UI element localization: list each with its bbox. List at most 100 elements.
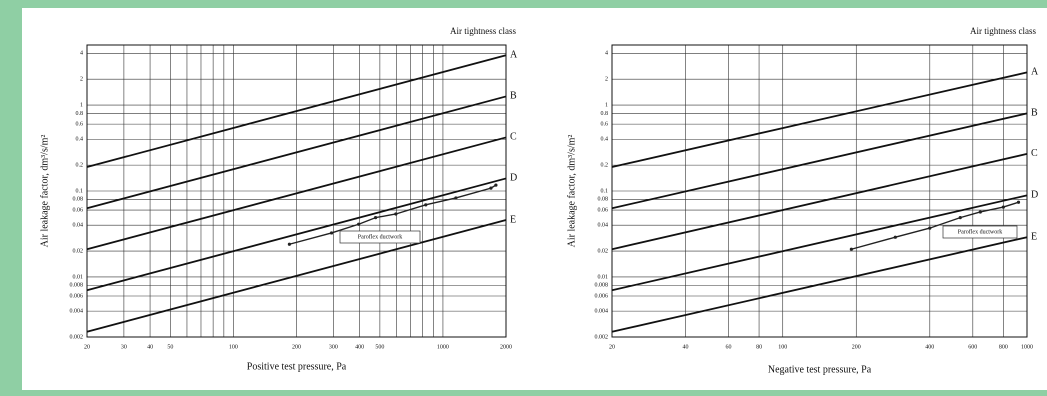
legend-box xyxy=(942,225,1018,239)
y-axis-label: Air leakage factor, dm³/s/m² xyxy=(566,135,577,248)
data-point xyxy=(373,216,378,220)
y-tick-label: 0.01 xyxy=(598,274,609,280)
y-tick-label: 0.004 xyxy=(70,309,84,315)
x-tick-label: 200 xyxy=(292,344,301,350)
x-tick-label: 50 xyxy=(167,344,173,350)
data-point xyxy=(489,186,493,190)
y-tick-label: 0.002 xyxy=(595,334,609,340)
y-tick-label: 2 xyxy=(605,77,608,83)
x-tick-label: 60 xyxy=(726,344,732,350)
y-tick-label: 0.008 xyxy=(595,283,609,289)
y-tick-label: 0.006 xyxy=(595,293,609,299)
series-line xyxy=(86,95,507,210)
series-line xyxy=(86,136,507,251)
x-tick-label: 40 xyxy=(147,344,153,350)
y-tick-label: 0.06 xyxy=(73,207,84,213)
x-tick-label: 1000 xyxy=(1021,344,1033,350)
class-label: A xyxy=(1031,67,1039,78)
x-tick-label: 20 xyxy=(609,344,615,350)
data-point xyxy=(287,242,292,246)
data-point xyxy=(849,247,853,251)
x-tick-label: 800 xyxy=(999,344,1008,350)
series-line xyxy=(611,194,1028,292)
data-point xyxy=(424,203,428,207)
series-line xyxy=(611,153,1028,251)
series-line xyxy=(611,71,1028,168)
y-tick-label: 0.1 xyxy=(601,188,609,194)
x-tick-label: 80 xyxy=(756,344,762,350)
data-point xyxy=(958,216,962,220)
x-tick-label: 400 xyxy=(925,344,934,350)
x-axis-label: Negative test pressure, Pa xyxy=(768,364,872,375)
data-point xyxy=(928,226,932,230)
y-tick-label: 0.4 xyxy=(601,137,609,143)
plot-frame xyxy=(611,44,1028,338)
y-tick-label: 0.6 xyxy=(601,122,609,128)
data-point xyxy=(329,231,334,235)
y-tick-label: 0.1 xyxy=(76,188,84,194)
y-tick-label: 0.08 xyxy=(73,197,84,203)
series-line xyxy=(611,112,1028,210)
data-point xyxy=(357,222,361,226)
y-tick-label: 1 xyxy=(605,102,608,108)
x-tick-label: 100 xyxy=(778,344,787,350)
legend-label: Paroflex ductwork xyxy=(958,228,1003,235)
x-axis-label: Positive test pressure, Pa xyxy=(247,361,347,372)
plot-frame xyxy=(86,44,507,338)
class-label: B xyxy=(1031,108,1038,119)
x-tick-label: 600 xyxy=(968,344,977,350)
y-tick-label: 0.2 xyxy=(601,163,609,169)
class-label: A xyxy=(510,50,518,61)
series-line xyxy=(86,54,507,168)
y-tick-label: 0.01 xyxy=(73,274,84,280)
x-tick-label: 200 xyxy=(852,344,861,350)
x-tick-label: 40 xyxy=(683,344,689,350)
y-tick-label: 0.4 xyxy=(76,137,84,143)
y-tick-label: 4 xyxy=(605,51,608,57)
class-label: C xyxy=(1031,148,1038,159)
y-tick-label: 0.04 xyxy=(73,223,84,229)
x-tick-label: 500 xyxy=(375,344,384,350)
y-tick-label: 0.6 xyxy=(76,122,84,128)
y-axis-label: Air leakage factor, dm³/s/m² xyxy=(39,135,50,248)
y-tick-label: 0.02 xyxy=(73,248,84,254)
y-tick-label: 0.08 xyxy=(598,197,609,203)
data-point xyxy=(454,196,458,200)
series-line xyxy=(611,236,1028,333)
series-line xyxy=(86,177,507,292)
x-tick-label: 30 xyxy=(121,344,127,350)
data-point xyxy=(893,235,897,239)
y-tick-label: 0.002 xyxy=(70,334,84,340)
annotation: Air tightness class xyxy=(970,26,1036,36)
class-label: D xyxy=(510,173,517,184)
series-line xyxy=(86,219,507,333)
y-tick-label: 1 xyxy=(80,102,83,108)
x-tick-label: 100 xyxy=(229,344,238,350)
y-tick-label: 0.04 xyxy=(598,223,609,229)
y-tick-label: 0.8 xyxy=(76,111,84,117)
y-tick-label: 2 xyxy=(80,77,83,83)
class-label: C xyxy=(510,132,517,143)
y-tick-label: 0.06 xyxy=(598,207,609,213)
data-point xyxy=(494,183,498,187)
data-point xyxy=(1016,200,1021,204)
legend-box xyxy=(339,230,421,244)
y-tick-label: 0.004 xyxy=(595,309,609,315)
y-tick-label: 0.2 xyxy=(76,163,84,169)
data-point xyxy=(394,212,398,216)
x-tick-label: 20 xyxy=(84,344,90,350)
class-label: E xyxy=(510,214,516,225)
x-tick-label: 400 xyxy=(355,344,364,350)
y-tick-label: 4 xyxy=(80,51,83,57)
annotation: Air tightness class xyxy=(450,26,516,36)
data-point xyxy=(1001,205,1005,209)
legend-label: Paroflex ductwork xyxy=(358,233,403,240)
class-label: D xyxy=(1031,190,1038,201)
data-point xyxy=(978,210,982,214)
y-tick-label: 0.006 xyxy=(70,293,84,299)
y-tick-label: 0.02 xyxy=(598,248,609,254)
class-label: B xyxy=(510,91,517,102)
class-label: E xyxy=(1031,231,1037,242)
